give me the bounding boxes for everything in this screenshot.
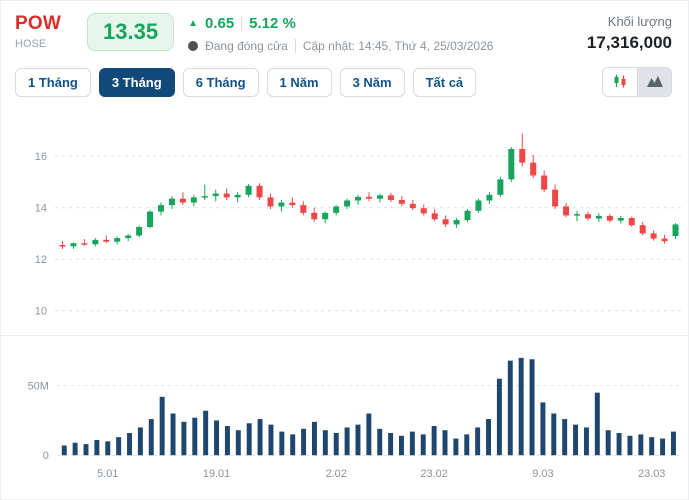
price-change: 0.65 <box>204 15 235 32</box>
market-closed-icon <box>188 41 199 51</box>
svg-text:12: 12 <box>35 254 47 266</box>
tab-tat-ca[interactable]: Tất cả <box>412 67 477 97</box>
up-arrow-icon: ▲ <box>188 17 198 29</box>
symbol-block: POW HOSE <box>15 13 73 50</box>
svg-text:9.03: 9.03 <box>532 468 553 480</box>
price-change-row: ▲ 0.65 5.12 % <box>188 15 493 32</box>
header: POW HOSE 13.35 ▲ 0.65 5.12 % Đang đóng c… <box>1 1 688 59</box>
tab-3-nam[interactable]: 3 Năm <box>339 67 405 97</box>
svg-text:2.02: 2.02 <box>326 468 347 480</box>
price-badge: 13.35 <box>87 13 175 52</box>
change-block: ▲ 0.65 5.12 % Đang đóng cửa Cập nhật: 14… <box>188 13 493 53</box>
current-price: 13.35 <box>103 19 159 44</box>
range-tabs: 1 Tháng 3 Tháng 6 Tháng 1 Năm 3 Năm Tất … <box>1 59 688 105</box>
area-view-button[interactable] <box>637 68 671 96</box>
svg-text:50M: 50M <box>28 381 49 393</box>
svg-text:10: 10 <box>35 306 47 318</box>
svg-text:5.01: 5.01 <box>97 468 118 480</box>
price-change-percent: 5.12 % <box>249 15 296 32</box>
market-status-row: Đang đóng cửa Cập nhật: 14:45, Thứ 4, 25… <box>188 39 493 53</box>
last-updated: Cập nhật: 14:45, Thứ 4, 25/03/2026 <box>302 39 494 53</box>
volume-chart[interactable]: 0 50M 5.01 19.01 2.02 23.02 9.03 23.03 <box>1 335 689 495</box>
svg-text:23.02: 23.02 <box>420 468 447 480</box>
candlestick-view-button[interactable] <box>603 68 637 96</box>
divider <box>241 16 243 31</box>
tab-3-thang[interactable]: 3 Tháng <box>98 67 175 97</box>
svg-text:14: 14 <box>35 203 47 215</box>
candlestick-chart-icon <box>612 73 628 92</box>
tab-1-thang[interactable]: 1 Tháng <box>15 67 91 97</box>
tab-1-nam[interactable]: 1 Năm <box>266 67 332 97</box>
svg-text:19.01: 19.01 <box>203 468 230 480</box>
tab-6-thang[interactable]: 6 Tháng <box>182 67 259 97</box>
market-status: Đang đóng cửa <box>205 39 288 53</box>
area-chart-icon <box>646 74 664 91</box>
price-chart[interactable]: 10 12 14 16 <box>1 105 689 335</box>
divider <box>294 39 296 53</box>
volume-block: Khối lượng 17,316,000 <box>587 13 672 53</box>
svg-text:0: 0 <box>43 450 49 462</box>
svg-text:16: 16 <box>35 151 47 163</box>
volume-value: 17,316,000 <box>586 33 672 52</box>
exchange-label: HOSE <box>15 38 47 50</box>
volume-label: Khối lượng <box>607 14 672 29</box>
chart-type-toggle <box>602 67 672 97</box>
stock-symbol: POW <box>15 13 61 34</box>
svg-text:23.03: 23.03 <box>638 468 665 480</box>
